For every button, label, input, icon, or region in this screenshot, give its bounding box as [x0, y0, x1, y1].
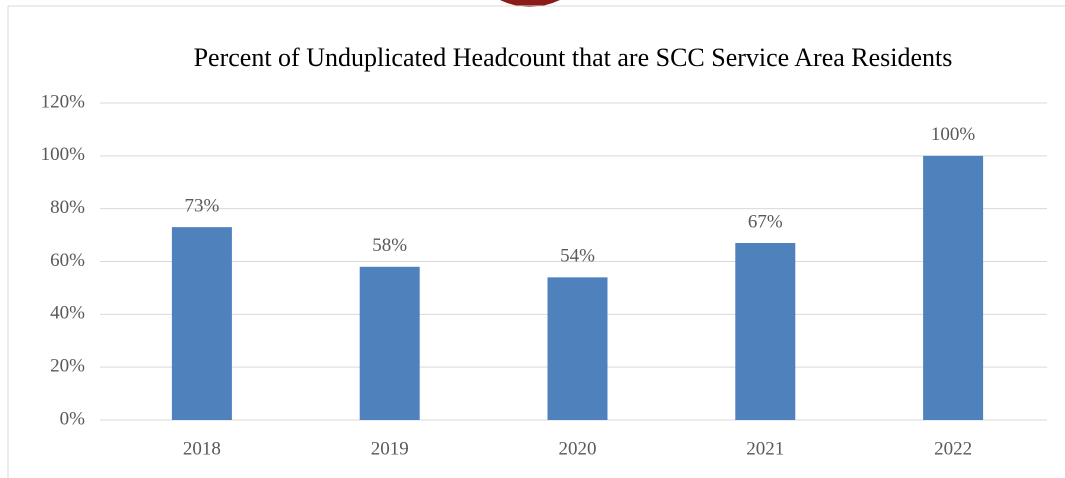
data-label: 100%: [931, 124, 976, 145]
x-tick-label: 2018: [183, 438, 221, 459]
bar: [171, 227, 232, 420]
y-tick-label: 40%: [50, 303, 85, 324]
y-tick-label: 0%: [60, 408, 86, 429]
x-tick-label: 2020: [559, 438, 597, 459]
y-tick-label: 80%: [50, 197, 85, 218]
bar: [359, 266, 420, 420]
chart-title: Percent of Unduplicated Headcount that a…: [194, 43, 953, 72]
y-tick-label: 100%: [41, 144, 86, 165]
x-tick-label: 2022: [934, 438, 972, 459]
data-label: 58%: [372, 235, 407, 256]
bar: [735, 243, 796, 420]
y-tick-label: 120%: [41, 91, 86, 112]
y-tick-label: 60%: [50, 250, 85, 271]
y-tick-label: 20%: [50, 356, 85, 377]
x-tick-label: 2021: [746, 438, 784, 459]
logo-fragment: [500, 0, 560, 7]
data-label: 54%: [560, 246, 595, 267]
bar: [547, 277, 608, 420]
bar: [923, 155, 984, 421]
data-label: 67%: [748, 211, 783, 232]
x-tick-label: 2019: [371, 438, 409, 459]
data-label: 73%: [184, 196, 219, 217]
